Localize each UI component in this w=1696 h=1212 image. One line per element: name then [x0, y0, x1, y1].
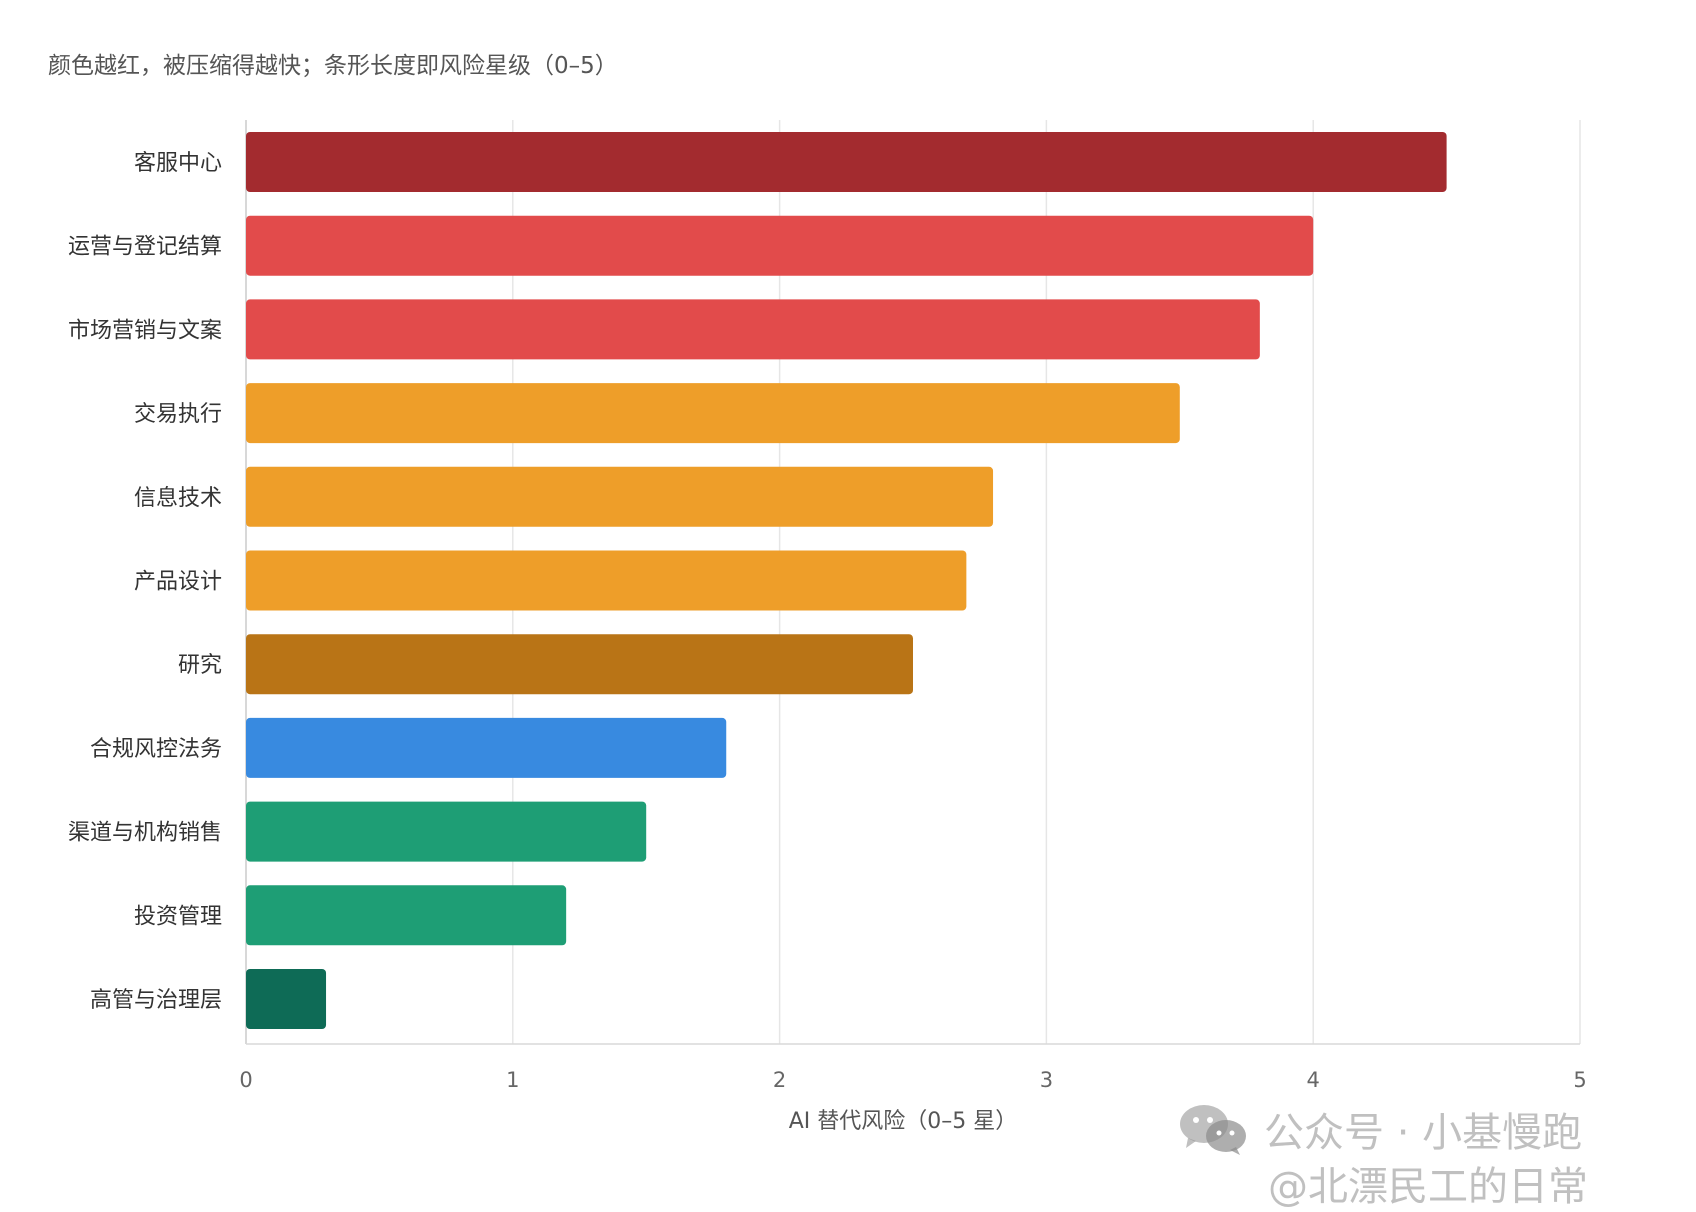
bars — [246, 132, 1447, 1029]
category-label: 合规风控法务 — [90, 737, 222, 762]
x-tick-labels: 0 1 2 3 4 5 — [239, 1068, 1586, 1092]
chart-subtitle: 颜色越红，被压缩得越快；条形长度即风险星级（0–5） — [48, 53, 618, 79]
category-label: 产品设计 — [134, 570, 222, 595]
x-tick-label: 0 — [239, 1068, 252, 1092]
category-label: 投资管理 — [134, 904, 222, 929]
x-tick-label: 4 — [1307, 1068, 1320, 1092]
bar-9 — [246, 885, 567, 946]
bar-4 — [246, 466, 994, 527]
bar-10 — [246, 969, 327, 1029]
watermark-line1: 公众号 · 小基慢跑 — [1264, 1110, 1583, 1156]
watermark-line2: @北漂民工的日常 — [1268, 1164, 1588, 1210]
x-tick-label: 5 — [1573, 1068, 1586, 1092]
bar-7 — [246, 717, 727, 778]
category-label: 客服中心 — [134, 151, 222, 176]
x-tick-label: 3 — [1040, 1068, 1053, 1092]
bar-6 — [246, 634, 913, 695]
category-label: 渠道与机构销售 — [68, 821, 222, 846]
bar-8 — [246, 801, 647, 862]
category-label: 市场营销与文案 — [68, 318, 222, 343]
category-label: 信息技术 — [134, 486, 222, 511]
wechat-icon — [1180, 1105, 1246, 1155]
bar-3 — [246, 383, 1180, 444]
bar-1 — [246, 215, 1314, 276]
bar-5 — [246, 550, 967, 611]
category-label: 运营与登记结算 — [68, 235, 222, 260]
x-tick-label: 2 — [773, 1068, 786, 1092]
category-label: 研究 — [178, 653, 222, 678]
bar-2 — [246, 299, 1260, 360]
watermark: 公众号 · 小基慢跑 @北漂民工的日常 — [1178, 1100, 1588, 1212]
category-label: 交易执行 — [134, 402, 222, 427]
bar-0 — [246, 132, 1447, 192]
category-labels: 客服中心运营与登记结算市场营销与文案交易执行信息技术产品设计研究合规风控法务渠道… — [68, 151, 222, 1013]
category-label: 高管与治理层 — [90, 988, 222, 1013]
x-tick-label: 1 — [506, 1068, 519, 1092]
x-axis-title: AI 替代风险（0–5 星） — [789, 1109, 1018, 1134]
